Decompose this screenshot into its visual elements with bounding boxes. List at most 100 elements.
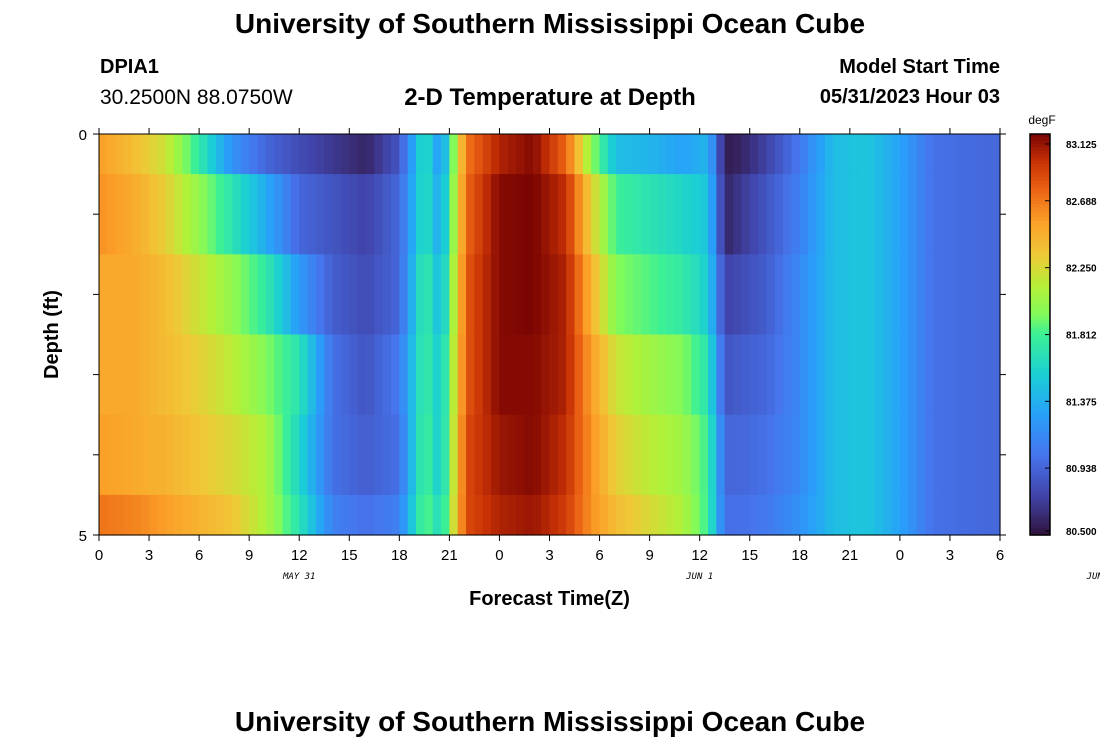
heatmap-cell <box>966 174 976 255</box>
heatmap-cell <box>265 334 275 416</box>
heatmap-cell <box>491 254 501 336</box>
x-tick-label: 6 <box>195 547 203 564</box>
heatmap-cell <box>424 174 434 255</box>
colorbar-segment <box>1030 478 1050 483</box>
heatmap-cell <box>758 254 767 336</box>
axis-ticks <box>93 128 1006 541</box>
colorbar-segment <box>1030 297 1050 302</box>
heatmap-cell <box>624 134 634 175</box>
heatmap-cell <box>674 494 684 536</box>
heatmap-cell <box>733 254 742 336</box>
heatmap-cell <box>991 174 1001 255</box>
heatmap-cell <box>716 254 726 336</box>
heatmap-cell <box>524 174 534 255</box>
heatmap-cell <box>332 134 342 175</box>
heatmap-cell <box>457 334 467 416</box>
colorbar-segment <box>1030 321 1050 326</box>
heatmap-cell <box>891 414 901 496</box>
heatmap-cell <box>866 334 876 416</box>
heatmap-cell <box>299 174 309 255</box>
heatmap-cell <box>474 134 484 175</box>
heatmap-cell <box>591 494 601 536</box>
colorbar: 83.125 82.688 82.250 81.812 81.375 80.938 80.5… <box>1029 133 1097 538</box>
heatmap-cell <box>616 334 626 416</box>
heatmap-cell <box>224 494 234 536</box>
x-tick-label: 12 <box>691 547 708 564</box>
heatmap-cell <box>866 134 876 175</box>
heatmap-cell <box>390 174 400 255</box>
heatmap-cells <box>99 134 1001 536</box>
heatmap-cell <box>549 334 559 416</box>
colorbar-segment <box>1030 387 1050 392</box>
heatmap-cell <box>199 254 209 336</box>
colorbar-segment <box>1030 164 1050 169</box>
heatmap-cell <box>682 134 692 175</box>
colorbar-unit: degF <box>1028 113 1055 127</box>
heatmap-cell <box>949 254 959 336</box>
heatmap-cell <box>399 174 409 255</box>
heatmap-cell <box>274 134 284 175</box>
colorbar-segment <box>1030 518 1050 523</box>
heatmap-cell <box>115 414 125 496</box>
heatmap-cell <box>124 174 133 255</box>
heatmap-cell <box>582 174 592 255</box>
heatmap-cell <box>165 174 175 255</box>
heatmap-cell <box>290 134 300 175</box>
heatmap-cell <box>883 334 893 416</box>
colorbar-segment <box>1030 361 1050 366</box>
heatmap-cell <box>157 134 167 175</box>
heatmap-cell <box>599 254 609 336</box>
heatmap-cell <box>708 174 717 255</box>
heatmap-cell <box>441 134 450 175</box>
heatmap-cell <box>449 494 459 536</box>
heatmap-cell <box>190 134 200 175</box>
heatmap-cell <box>874 174 884 255</box>
heatmap-cell <box>974 174 984 255</box>
heatmap-cell <box>382 254 392 336</box>
heatmap-cell <box>432 254 442 336</box>
heatmap-cell <box>666 174 676 255</box>
heatmap-cell <box>382 414 392 496</box>
colorbar-segment <box>1030 287 1050 292</box>
heatmap-cell <box>149 254 158 336</box>
heatmap-cell <box>958 334 968 416</box>
heatmap-cell <box>766 334 776 416</box>
colorbar-segment <box>1030 451 1050 456</box>
heatmap-cell <box>682 174 692 255</box>
heatmap-cell <box>624 334 634 416</box>
heatmap-cell <box>215 174 225 255</box>
heatmap-cell <box>883 174 893 255</box>
heatmap-cell <box>632 414 642 496</box>
heatmap-cell <box>908 254 918 336</box>
heatmap-cell <box>849 254 859 336</box>
colorbar-segment <box>1030 404 1050 409</box>
heatmap-cell <box>407 494 417 536</box>
colorbar-segment <box>1030 401 1050 406</box>
heatmap-cell <box>682 494 692 536</box>
heatmap-cell <box>457 174 467 255</box>
heatmap-cell <box>983 254 993 336</box>
heatmap-cell <box>449 174 459 255</box>
heatmap-cell <box>966 414 976 496</box>
heatmap-cell <box>215 414 225 496</box>
heatmap-cell <box>390 254 400 336</box>
heatmap-cell <box>324 494 334 536</box>
heatmap-cell <box>232 334 242 416</box>
heatmap-cell <box>499 334 509 416</box>
heatmap-cell <box>966 254 976 336</box>
heatmap-cell <box>132 414 142 496</box>
heatmap-cell <box>257 174 267 255</box>
heatmap-cell <box>274 174 284 255</box>
heatmap-cell <box>949 174 959 255</box>
colorbar-segment <box>1030 184 1050 189</box>
heatmap-cell <box>424 494 434 536</box>
heatmap-cell <box>849 134 859 175</box>
colorbar-segment <box>1030 177 1050 182</box>
heatmap-cell <box>849 334 859 416</box>
heatmap-cell <box>966 334 976 416</box>
heatmap-cell <box>666 334 676 416</box>
x-tick-label: 3 <box>946 547 954 564</box>
heatmap-cell <box>541 414 551 496</box>
heatmap-cell <box>691 134 701 175</box>
heatmap-cell <box>499 254 509 336</box>
